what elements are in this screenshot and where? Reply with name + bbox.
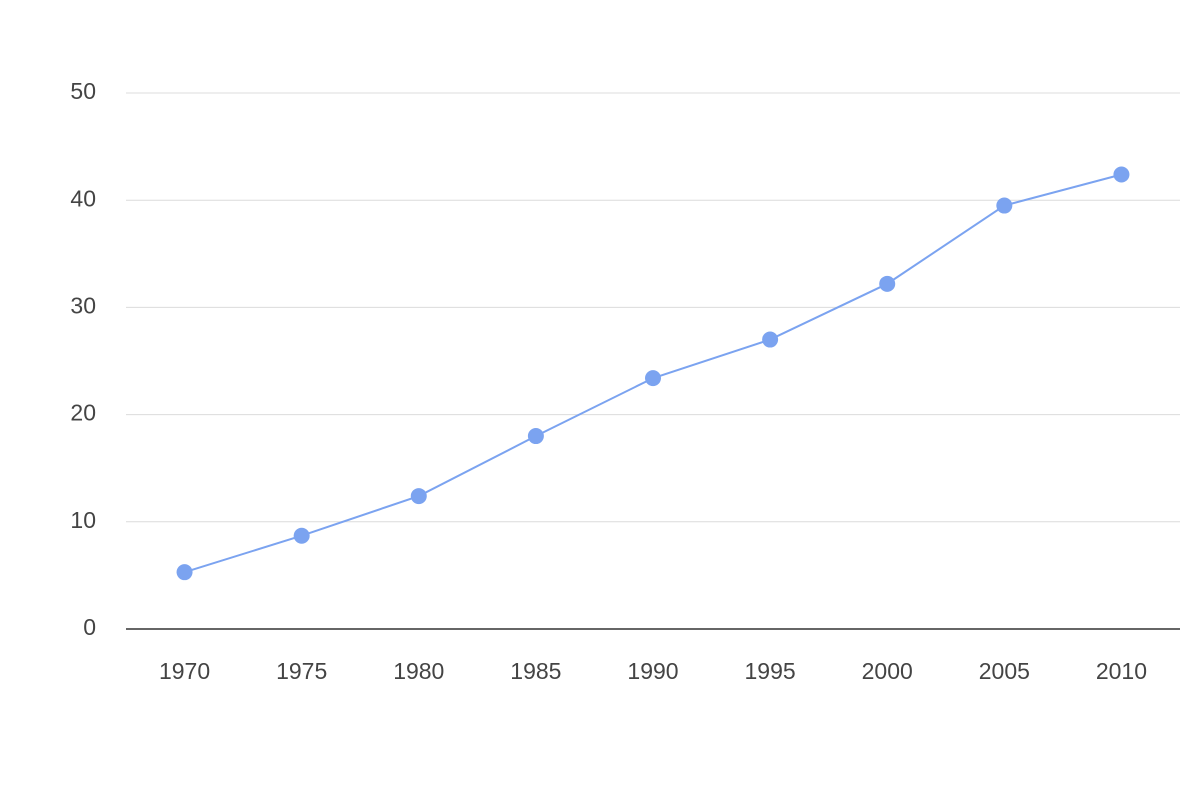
data-point [410,488,427,505]
y-tick-label: 10 [70,507,96,533]
data-point [176,564,193,581]
data-point [879,275,896,292]
y-tick-label: 50 [70,78,96,104]
x-tick-label: 2005 [979,658,1030,684]
x-tick-label: 2000 [862,658,913,684]
x-tick-label: 2010 [1096,658,1147,684]
y-tick-label: 20 [70,400,96,426]
y-tick-label: 30 [70,292,96,318]
y-tick-label: 0 [83,614,96,640]
data-point [527,428,544,445]
x-tick-label: 1970 [159,658,210,684]
x-tick-label: 1975 [276,658,327,684]
x-tick-label: 1980 [393,658,444,684]
x-tick-label: 1985 [510,658,561,684]
y-tick-label: 40 [70,185,96,211]
x-tick-label: 1995 [745,658,796,684]
data-point [293,527,310,544]
data-point [645,370,661,387]
x-tick-label: 1990 [627,658,678,684]
data-point [762,331,779,348]
data-point [996,197,1013,214]
data-point [1113,166,1130,183]
